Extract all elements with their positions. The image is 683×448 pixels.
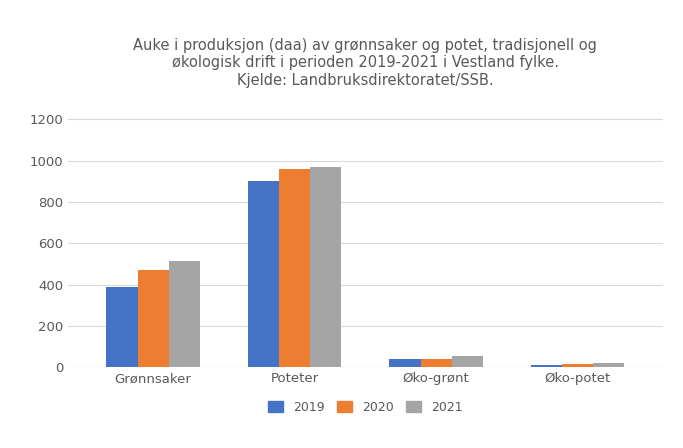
Bar	[138, 270, 169, 367]
Bar	[531, 365, 562, 367]
Bar	[562, 364, 593, 367]
Bar	[451, 356, 483, 367]
Title: Auke i produksjon (daa) av grønnsaker og potet, tradisjonell og
økologisk drift : Auke i produksjon (daa) av grønnsaker og…	[133, 38, 598, 88]
Bar	[593, 363, 624, 367]
Bar	[421, 359, 451, 367]
Bar	[310, 167, 342, 367]
Legend: 2019, 2020, 2021: 2019, 2020, 2021	[262, 395, 469, 420]
Bar	[107, 287, 138, 367]
Bar	[279, 169, 310, 367]
Bar	[169, 261, 200, 367]
Bar	[248, 181, 279, 367]
Bar	[389, 359, 421, 367]
